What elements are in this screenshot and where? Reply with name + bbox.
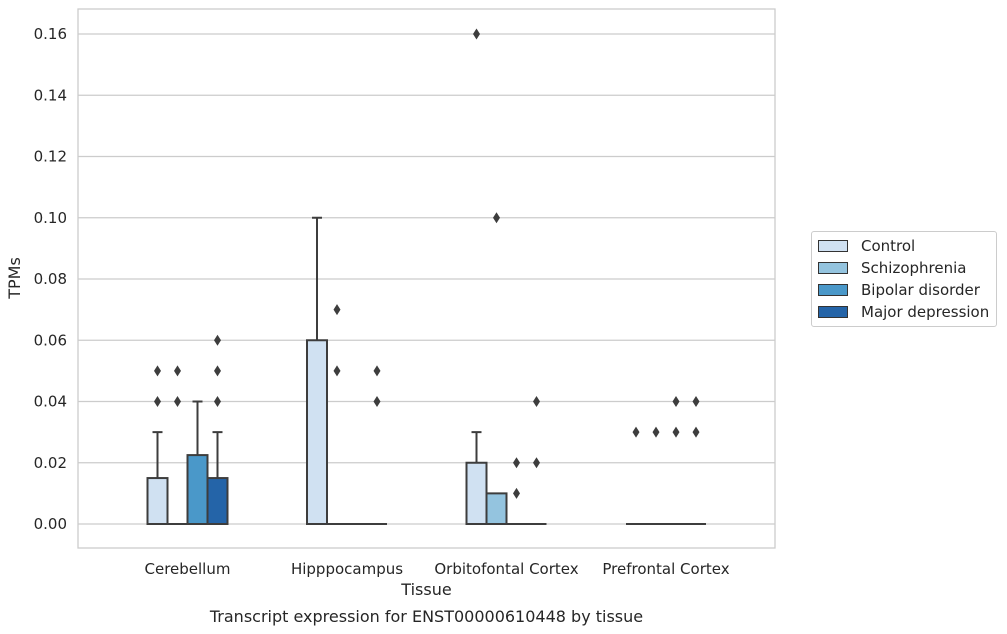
- outlier-point: [473, 28, 480, 40]
- y-tick-label: 0.10: [34, 209, 67, 227]
- box-group: [206, 334, 229, 525]
- box-rect: [485, 492, 508, 525]
- box-group: [686, 396, 706, 525]
- box-group: [167, 365, 188, 525]
- outlier-point: [533, 396, 540, 407]
- box-group: [327, 304, 347, 525]
- box-group: [306, 216, 328, 525]
- outlier-point: [672, 426, 680, 438]
- outlier-point: [652, 426, 660, 438]
- x-axis-label: Tissue: [400, 580, 451, 599]
- outlier-point: [333, 304, 341, 316]
- legend-item-control: Control: [818, 235, 915, 257]
- y-tick-label: 0.02: [34, 454, 67, 472]
- legend-swatch-schizophrenia: [818, 262, 848, 274]
- x-tick-label: Cerebellum: [145, 560, 231, 578]
- legend-item-major-depression: Major depression: [818, 301, 989, 323]
- legend-item-bipolar-disorder: Bipolar disorder: [818, 279, 980, 301]
- box-group: [146, 365, 169, 525]
- outlier-point: [373, 365, 381, 377]
- legend-label-control: Control: [861, 237, 916, 255]
- chart-title: Transcript expression for ENST0000061044…: [209, 607, 643, 626]
- box-group: [526, 396, 547, 525]
- box-group: [485, 212, 508, 525]
- outlier-point: [154, 396, 161, 407]
- y-tick-label: 0.06: [34, 331, 67, 349]
- y-tick-label: 0.16: [34, 25, 67, 43]
- x-tick-label: Prefrontal Cortex: [602, 560, 729, 578]
- outlier-point: [333, 365, 341, 377]
- outlier-point: [174, 365, 181, 377]
- legend-label-schizophrenia: Schizophrenia: [861, 259, 967, 277]
- legend-label-bipolar-disorder: Bipolar disorder: [861, 281, 980, 299]
- box-series: [146, 28, 706, 525]
- outlier-point: [214, 365, 221, 377]
- box-rect: [306, 339, 328, 525]
- y-tick-label: 0.12: [34, 148, 67, 166]
- outlier-point: [672, 396, 680, 407]
- box-group: [646, 426, 666, 525]
- box-rect: [146, 477, 169, 525]
- outlier-point: [373, 396, 381, 407]
- y-tick-label: 0.04: [34, 393, 67, 411]
- outlier-point: [632, 426, 640, 438]
- outlier-point: [154, 365, 161, 377]
- x-tick-label: Hipppocampus: [291, 560, 403, 578]
- outlier-point: [174, 396, 181, 407]
- outlier-point: [692, 396, 700, 407]
- box-group: [367, 365, 387, 525]
- y-tick-label: 0.00: [34, 515, 67, 533]
- box-group: [666, 396, 686, 525]
- outlier-point: [214, 396, 221, 407]
- box-rect: [186, 454, 209, 525]
- legend-swatch-bipolar-disorder: [818, 284, 848, 296]
- x-tick-label: Orbitofontal Cortex: [434, 560, 578, 578]
- x-tick-labels: Cerebellum Hipppocampus Orbitofontal Corte…: [145, 560, 730, 578]
- box-group: [506, 457, 527, 525]
- outlier-point: [513, 457, 520, 469]
- legend: Control Schizophrenia Bipolar disorder M…: [811, 231, 997, 327]
- y-tick-label: 0.14: [34, 86, 67, 104]
- legend-item-schizophrenia: Schizophrenia: [818, 257, 966, 279]
- outlier-point: [513, 487, 520, 499]
- y-tick-label: 0.08: [34, 270, 67, 288]
- legend-swatch-control: [818, 240, 848, 252]
- box-group: [626, 426, 646, 525]
- y-tick-labels: 0.00 0.02 0.04 0.06 0.08 0.10 0.12 0.14 0.16: [34, 25, 67, 533]
- box-rect: [206, 477, 229, 525]
- outlier-point: [692, 426, 700, 438]
- outlier-point: [493, 212, 500, 224]
- outlier-point: [214, 334, 221, 346]
- y-axis-label: TPMs: [5, 257, 24, 300]
- legend-label-major-depression: Major depression: [861, 303, 990, 321]
- box-rect: [465, 461, 488, 525]
- legend-swatch-major-depression: [818, 306, 848, 318]
- outlier-point: [533, 457, 540, 469]
